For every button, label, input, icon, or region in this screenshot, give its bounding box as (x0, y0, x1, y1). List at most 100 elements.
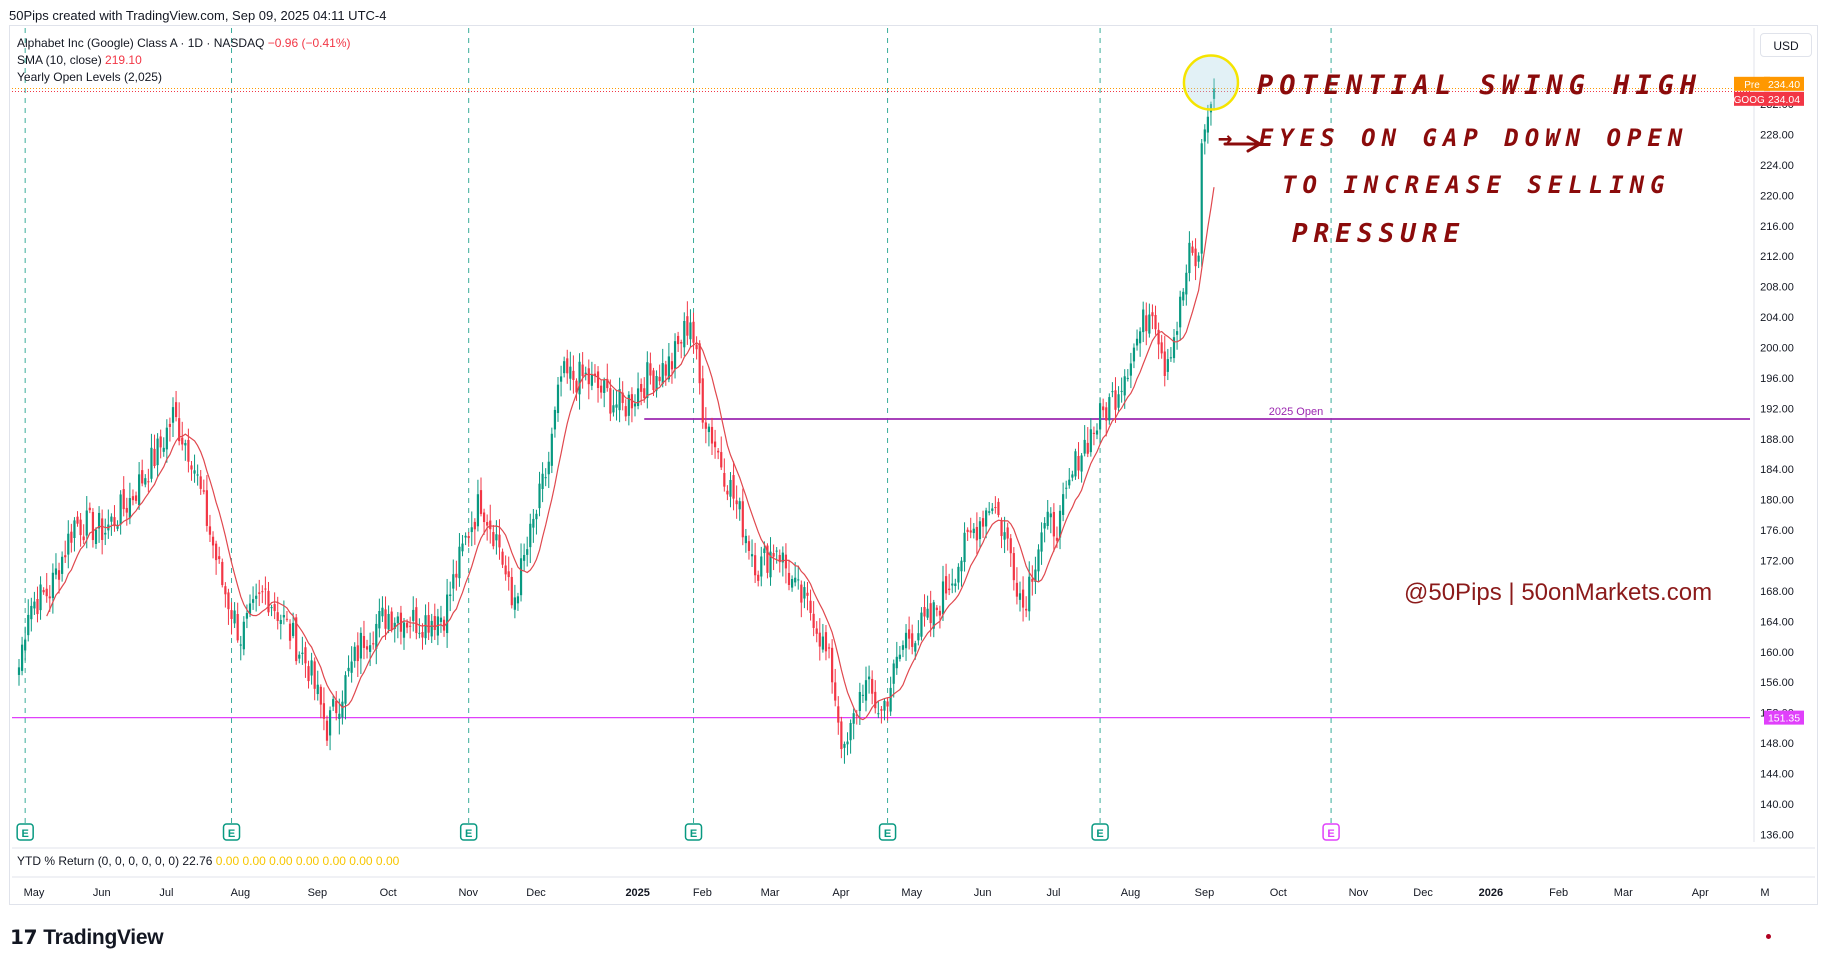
candle-body (1212, 88, 1216, 99)
candle-body (30, 605, 33, 620)
ytd-indicator[interactable]: YTD % Return (0, 0, 0, 0, 0, 0) 22.76 0.… (17, 854, 399, 868)
earnings-marker-letter: E (21, 828, 28, 840)
candle-body (1009, 538, 1012, 554)
candle-body (409, 625, 412, 627)
sma-row[interactable]: SMA (10, close) 219.10 (17, 52, 351, 69)
candle-body (997, 501, 1000, 516)
candle-body (880, 709, 883, 711)
yearly-open-row[interactable]: Yearly Open Levels (2,025) (17, 69, 351, 86)
candle-body (640, 383, 643, 392)
candle-body (772, 552, 775, 557)
yearly-open-label: Yearly Open Levels (2,025) (17, 70, 162, 84)
symbol-row[interactable]: Alphabet Inc (Google) Class A · 1D · NAS… (17, 35, 351, 52)
candle-body (818, 632, 821, 647)
candle-body (162, 447, 165, 452)
candle-body (273, 604, 276, 612)
price-tick-label: 156.00 (1760, 677, 1794, 689)
candle-body (242, 621, 245, 650)
candle-body (775, 550, 778, 552)
candle-body (846, 741, 849, 745)
candle-body (553, 409, 557, 430)
candle-body (372, 643, 375, 645)
candle-body (399, 612, 403, 632)
candle-body (1120, 390, 1123, 392)
candle-body (673, 341, 677, 369)
candle-body (1111, 391, 1114, 393)
candle-body (1055, 537, 1059, 541)
price-tag-name-bg (1734, 76, 1770, 91)
price-tick-label: 160.00 (1760, 647, 1794, 659)
candle-body (575, 380, 578, 393)
ytd-zero-values: 0.00 0.00 0.00 0.00 0.00 0.00 0.00 (215, 854, 400, 868)
price-tag-bg (1764, 91, 1804, 106)
candle-body (270, 607, 273, 609)
earnings-marker-icon (878, 823, 897, 841)
candle-body (405, 622, 409, 628)
time-tick-label: Jun (974, 887, 992, 899)
candle-body (251, 599, 255, 603)
candle-body (1203, 129, 1206, 142)
time-tick-label: Oct (1270, 887, 1287, 899)
candle-body (390, 611, 393, 630)
candle-body (211, 536, 215, 546)
candle-body (64, 555, 67, 558)
candle-body (1034, 569, 1037, 582)
candle-body (1098, 403, 1102, 430)
candle-body (646, 362, 649, 399)
candle-body (421, 632, 424, 638)
candle-body (267, 590, 270, 613)
price-tick-label: 148.00 (1760, 738, 1794, 750)
candle-body (378, 611, 381, 629)
candle-body (954, 583, 957, 587)
candle-body (698, 343, 701, 384)
candle-body (504, 565, 507, 575)
candle-body (452, 574, 455, 589)
candle-body (344, 675, 347, 704)
candle-body (248, 603, 252, 614)
candle-body (122, 489, 125, 510)
price-tag-bg (1764, 76, 1804, 91)
candle-body (948, 588, 951, 591)
candle-body (861, 694, 865, 696)
candle-body (396, 616, 399, 624)
candle-body (944, 576, 948, 594)
time-tick-label: Jun (93, 887, 111, 899)
candle-body (667, 356, 670, 380)
tradingview-logo[interactable]: 𝟭𝟳 TradingView (10, 925, 164, 950)
candle-body (994, 507, 997, 509)
candle-body (449, 594, 452, 597)
candle-body (359, 632, 362, 659)
candle-body (467, 536, 470, 539)
time-tick-label: Apr (832, 887, 849, 899)
candle-body (375, 623, 378, 649)
candle-body (526, 549, 529, 555)
candle-body (781, 552, 784, 563)
candle-body (1049, 513, 1052, 518)
candle-body (412, 609, 415, 621)
candle-body (559, 376, 563, 382)
candle-body (784, 554, 788, 569)
time-tick-label: Nov (458, 887, 478, 899)
candle-body (1021, 589, 1025, 608)
candle-body (70, 531, 73, 543)
candle-body (1015, 582, 1019, 597)
candle-body (683, 320, 686, 348)
price-tick-label: 204.00 (1760, 312, 1794, 324)
price-tick-label: 208.00 (1760, 282, 1794, 294)
candle-body (486, 522, 489, 526)
candle-body (911, 633, 914, 647)
tradingview-brand: TradingView (43, 925, 164, 949)
candle-body (744, 535, 747, 544)
candle-body (322, 703, 326, 719)
candle-body (760, 556, 763, 577)
candle-body (439, 617, 443, 622)
price-tick-label: 216.00 (1760, 221, 1794, 233)
candle-body (572, 370, 575, 380)
candle-body (908, 629, 911, 639)
currency-button[interactable]: USD (1760, 33, 1812, 57)
symbol-title: Alphabet Inc (Google) Class A · 1D · NAS… (17, 36, 265, 50)
candle-body (20, 644, 24, 671)
candle-body (301, 652, 304, 654)
candle-body (941, 581, 945, 615)
